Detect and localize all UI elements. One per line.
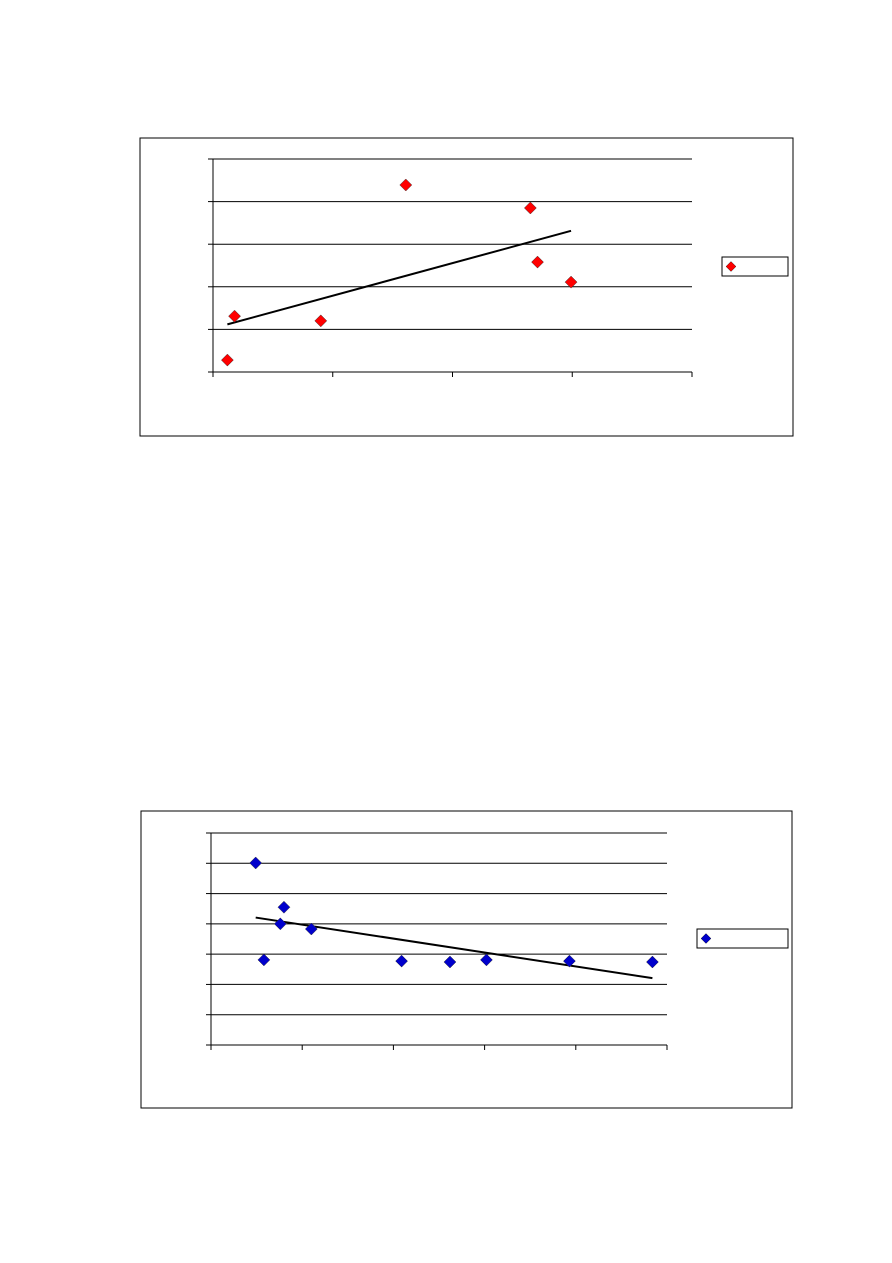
point <box>257 953 271 967</box>
point <box>277 900 291 914</box>
trend-line <box>255 916 653 980</box>
point <box>443 955 457 969</box>
legend-marker <box>725 261 737 272</box>
point <box>221 353 234 367</box>
point <box>563 954 576 968</box>
point <box>314 314 328 328</box>
point <box>480 953 493 967</box>
point <box>228 309 241 323</box>
chart <box>139 137 794 437</box>
chart-frame <box>140 810 793 1109</box>
legend-box <box>721 256 789 277</box>
legend-marker <box>700 933 712 944</box>
trend-line <box>227 229 572 326</box>
point <box>399 178 413 192</box>
point <box>304 922 318 936</box>
point <box>523 201 537 215</box>
point <box>395 954 408 968</box>
legend-box <box>696 928 789 949</box>
point <box>249 856 263 870</box>
point <box>273 917 287 931</box>
point <box>531 255 544 269</box>
point <box>646 955 659 969</box>
point <box>564 275 578 289</box>
chart <box>140 810 793 1109</box>
